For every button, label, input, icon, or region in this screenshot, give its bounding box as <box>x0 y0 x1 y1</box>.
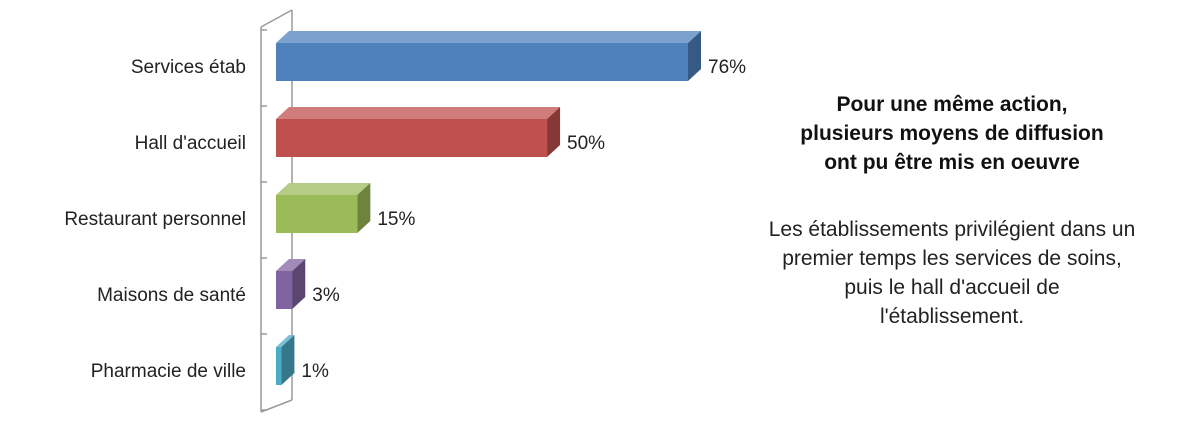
bar-front-face <box>276 119 548 157</box>
category-label: Pharmacie de ville <box>91 361 246 382</box>
value-label: 3% <box>312 285 340 306</box>
bar-side-face <box>292 259 306 309</box>
annotation-body-line: premier temps les services de soins, <box>782 247 1122 270</box>
bar-side-face <box>357 183 371 233</box>
bar-top-face <box>276 107 561 119</box>
bar <box>276 183 371 233</box>
bar-side-face <box>547 107 561 157</box>
bar <box>276 107 561 157</box>
bar-top-face <box>276 335 295 347</box>
value-label: 50% <box>567 133 605 154</box>
category-labels: Services étab Hall d'accueil Restaurant pe… <box>64 57 246 382</box>
bar-top-face <box>276 259 306 271</box>
annotation-body-line: l'établissement. <box>879 305 1025 328</box>
annotation-body: Les établissements privilégient dans un … <box>712 215 1191 331</box>
annotation-title-line: Pour une même action, <box>836 93 1068 116</box>
bar-top-face <box>276 183 371 195</box>
bar <box>276 259 306 309</box>
bar-side-face <box>281 335 295 385</box>
bar-front-face <box>276 347 282 385</box>
bar-side-face <box>688 31 701 81</box>
bar <box>276 335 295 385</box>
value-labels: 76% 50% 15% 3% 1% <box>301 57 746 382</box>
bar <box>276 31 701 81</box>
annotation-title-line: ont pu être mis en oeuvre <box>824 151 1080 174</box>
axis-top-edge <box>260 9 293 28</box>
bar-front-face <box>276 43 688 81</box>
value-label: 15% <box>377 209 415 230</box>
value-label: 76% <box>708 57 746 78</box>
annotation-body-line: Les établissements privilégient dans un <box>768 218 1136 241</box>
value-label: 1% <box>301 361 329 382</box>
annotation-title: Pour une même action, plusieurs moyens d… <box>712 90 1191 177</box>
bar-front-face <box>276 195 358 233</box>
annotation-body-line: puis le hall d'accueil de <box>844 276 1060 299</box>
category-label: Restaurant personnel <box>64 209 246 230</box>
bar-front-face <box>276 271 293 309</box>
bar-top-face <box>276 31 701 43</box>
category-label: Services étab <box>131 57 246 78</box>
category-label: Maisons de santé <box>97 285 246 306</box>
chart-bars <box>276 31 701 385</box>
category-label: Hall d'accueil <box>135 133 246 154</box>
annotation-title-line: plusieurs moyens de diffusion <box>800 122 1104 145</box>
